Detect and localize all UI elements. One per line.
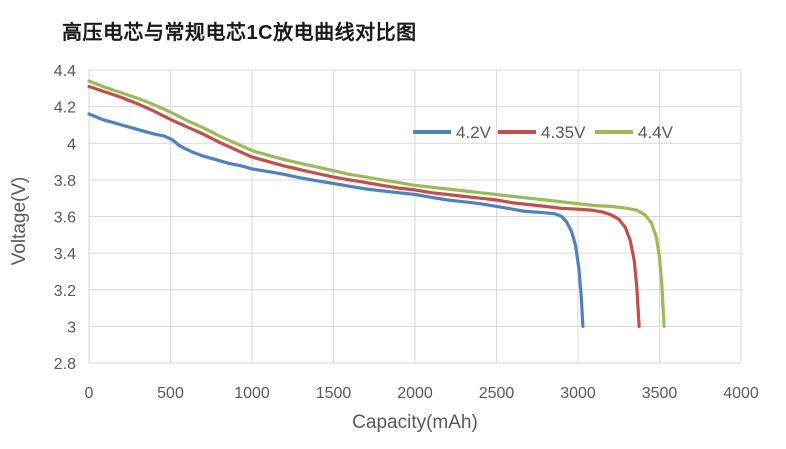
legend-label-4.2V: 4.2V: [456, 123, 492, 142]
x-tick-label-500: 500: [157, 385, 184, 402]
y-tick-label-4: 4: [67, 136, 76, 153]
x-tick-label-3000: 3000: [560, 385, 596, 402]
x-tick-label-0: 0: [85, 385, 94, 402]
y-tick-label-3.8: 3.8: [54, 173, 76, 190]
curve-4.4V: [87, 79, 666, 328]
y-tick-label-3: 3: [67, 319, 76, 336]
curve-4.35V: [87, 84, 641, 328]
chart-title: 高压电芯与常规电芯1C放电曲线对比图: [62, 22, 417, 44]
y-tick-label-3.4: 3.4: [54, 246, 76, 263]
x-tick-label-4000: 4000: [723, 385, 759, 402]
y-tick-label-3.6: 3.6: [54, 210, 76, 227]
y-tick-label-4.2: 4.2: [54, 100, 76, 117]
y-tick-label-3.2: 3.2: [54, 283, 76, 300]
x-tick-label-2500: 2500: [479, 385, 515, 402]
y-tick-label-4.4: 4.4: [54, 63, 76, 80]
x-axis-title: Capacity(mAh): [352, 412, 478, 433]
legend-label-4.4V: 4.4V: [638, 123, 674, 142]
y-tick-label-2.8: 2.8: [54, 356, 76, 373]
x-tick-label-1500: 1500: [316, 385, 352, 402]
curve-4.2V: [87, 112, 585, 328]
x-tick-label-1000: 1000: [234, 385, 270, 402]
legend-label-4.35V: 4.35V: [541, 123, 586, 142]
x-tick-label-2000: 2000: [397, 385, 433, 402]
x-tick-label-3500: 3500: [642, 385, 678, 402]
